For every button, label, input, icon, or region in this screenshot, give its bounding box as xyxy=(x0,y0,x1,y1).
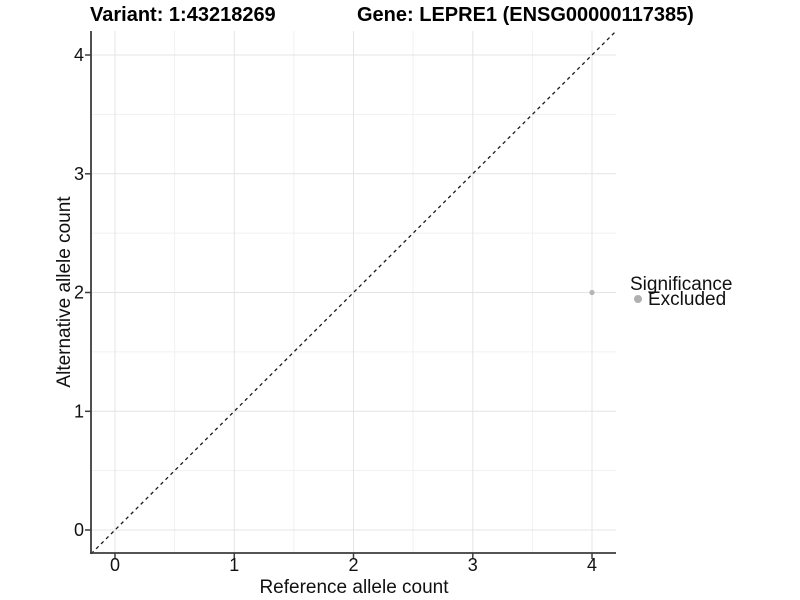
y-tick-labels: 0 1 2 3 4 xyxy=(74,45,84,540)
y-tick-label: 3 xyxy=(74,164,84,184)
y-axis-label: Alternative allele count xyxy=(54,196,75,388)
x-tick-label: 0 xyxy=(110,555,120,575)
legend: Significance Excluded xyxy=(630,274,732,310)
legend-title: Significance xyxy=(630,274,732,295)
x-tick-label: 4 xyxy=(587,555,597,575)
data-point xyxy=(589,289,595,296)
plot-title-variant: Variant: 1:43218269 xyxy=(90,4,276,26)
major-gridlines xyxy=(91,31,616,553)
y-tick-label: 2 xyxy=(74,283,84,303)
tick-marks xyxy=(85,54,593,559)
x-axis-label: Reference allele count xyxy=(259,577,449,598)
legend-item-label: Excluded xyxy=(648,289,726,310)
x-tick-label: 1 xyxy=(229,555,239,575)
x-tick-label: 2 xyxy=(348,555,358,575)
legend-key-dot xyxy=(634,295,642,303)
x-tick-label: 3 xyxy=(468,555,478,575)
identity-line xyxy=(90,30,617,555)
plot-title-gene: Gene: LEPRE1 (ENSG00000117385) xyxy=(357,4,694,26)
y-tick-label: 0 xyxy=(74,520,84,540)
y-tick-label: 1 xyxy=(74,401,84,421)
y-tick-label: 4 xyxy=(74,45,84,65)
x-tick-labels: 0 1 2 3 4 xyxy=(110,555,597,575)
